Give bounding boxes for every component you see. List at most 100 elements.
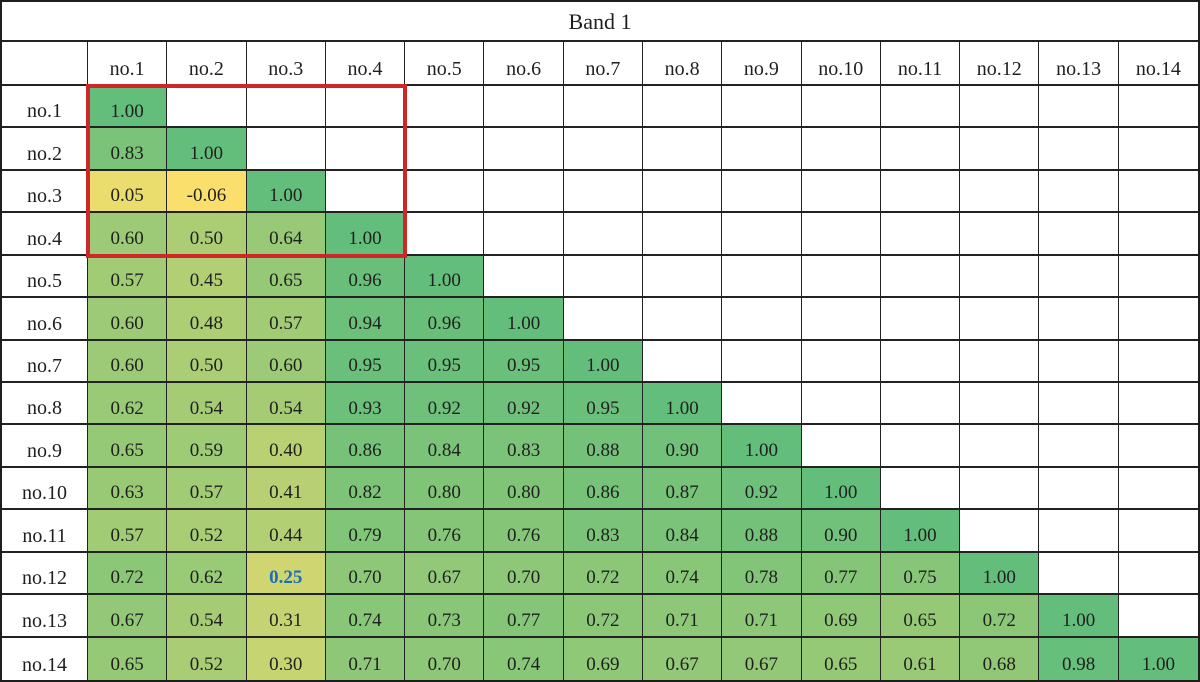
matrix-cell: 0.44 [246,510,326,553]
matrix-cell: 0.52 [167,637,247,680]
empty-cell [1118,467,1198,511]
empty-cell [960,213,1040,256]
matrix-cell: 0.57 [246,298,326,341]
figure-title: Band 1 [2,2,1198,42]
empty-cell [167,86,247,129]
empty-cell [484,213,564,256]
matrix-cell: 0.83 [563,510,643,553]
matrix-cell: 1.00 [167,128,247,171]
corner-cell [2,42,88,86]
empty-cell [1118,86,1198,129]
empty-cell [484,255,564,299]
matrix-cell: 0.92 [405,382,485,426]
matrix-cell: 0.54 [167,595,247,638]
empty-cell [563,170,643,214]
matrix-cell: 0.48 [167,298,247,341]
empty-cell [722,382,802,426]
matrix-cell: 0.70 [484,552,564,596]
matrix-cell: 0.80 [405,467,485,511]
matrix-cell: 0.84 [642,510,723,553]
matrix-cell: 0.74 [484,637,564,680]
matrix-cell: 0.45 [167,255,247,299]
matrix-cell: 0.70 [405,637,485,680]
matrix-cell: 0.62 [167,552,247,596]
empty-cell [325,86,406,129]
matrix-cell: 1.00 [880,510,961,553]
empty-cell [880,128,961,171]
matrix-cell: 0.71 [642,595,723,638]
empty-cell [960,298,1040,341]
matrix-cell: 0.54 [167,382,247,426]
empty-cell [405,170,485,214]
empty-cell [722,128,802,171]
matrix-cell: 0.65 [88,425,168,468]
empty-cell [1039,510,1119,553]
matrix-cell: 0.84 [405,425,485,468]
highlighted-matrix-cell: 0.25 [246,552,326,596]
empty-cell [484,128,564,171]
column-header: no.5 [405,42,485,86]
empty-cell [801,425,881,468]
column-header: no.9 [722,42,802,86]
matrix-cell: 0.76 [484,510,564,553]
matrix-cell: 0.86 [325,425,406,468]
column-header: no.8 [642,42,723,86]
empty-cell [325,170,406,214]
empty-cell [1118,510,1198,553]
matrix-cell: 1.00 [563,340,643,383]
empty-cell [1039,255,1119,299]
empty-cell [1118,298,1198,341]
matrix-cell: 0.59 [167,425,247,468]
matrix-cell: 0.92 [722,467,802,511]
matrix-cell: 1.00 [1039,595,1119,638]
matrix-cell: 0.30 [246,637,326,680]
empty-cell [960,467,1040,511]
empty-cell [563,128,643,171]
matrix-cell: 0.95 [484,340,564,383]
column-header: no.10 [801,42,881,86]
empty-cell [1039,298,1119,341]
matrix-cell: 0.96 [405,298,485,341]
empty-cell [722,340,802,383]
empty-cell [1039,340,1119,383]
empty-cell [1039,213,1119,256]
matrix-cell: 0.95 [563,382,643,426]
matrix-cell: 0.78 [722,552,802,596]
matrix-cell: 0.92 [484,382,564,426]
matrix-cell: 0.83 [88,128,168,171]
empty-cell [880,425,961,468]
empty-cell [405,213,485,256]
matrix-cell: 0.95 [405,340,485,383]
matrix-cell: 0.60 [88,213,168,256]
column-header: no.2 [167,42,247,86]
empty-cell [325,128,406,171]
empty-cell [801,255,881,299]
matrix-cell: 1.00 [642,382,723,426]
matrix-cell: 0.65 [880,595,961,638]
row-header: no.2 [2,128,88,171]
matrix-cell: 0.54 [246,382,326,426]
empty-cell [880,382,961,426]
row-header: no.1 [2,86,88,129]
matrix-cell: 0.65 [801,637,881,680]
matrix-cell: 0.61 [880,637,961,680]
matrix-cell: 0.80 [484,467,564,511]
empty-cell [1039,552,1119,596]
column-header: no.7 [563,42,643,86]
row-header: no.7 [2,340,88,383]
empty-cell [1039,86,1119,129]
empty-cell [246,86,326,129]
empty-cell [563,298,643,341]
empty-cell [246,128,326,171]
empty-cell [563,255,643,299]
matrix-cell: 0.76 [405,510,485,553]
matrix-cell: 0.52 [167,510,247,553]
matrix-cell: 0.68 [960,637,1040,680]
empty-cell [1039,467,1119,511]
empty-cell [1118,213,1198,256]
empty-cell [801,382,881,426]
empty-cell [563,213,643,256]
matrix-cell: 0.50 [167,213,247,256]
column-header: no.13 [1039,42,1119,86]
